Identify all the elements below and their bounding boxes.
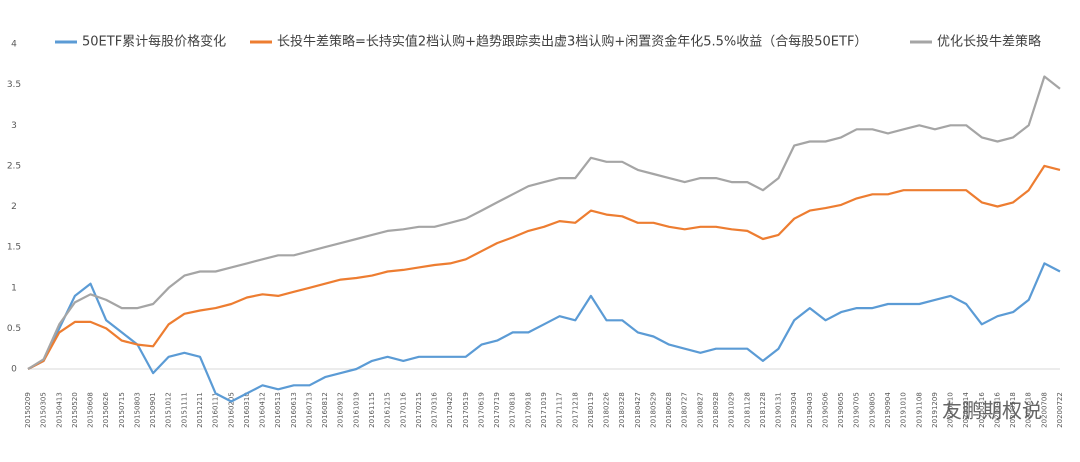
x-tick-label: 20150209 [24, 392, 32, 428]
x-tick-label: 20180427 [634, 392, 642, 428]
x-tick-label: 20200316 [978, 392, 986, 428]
x-tick-label: 20180328 [618, 392, 626, 428]
x-tick-label: 20150803 [133, 392, 141, 428]
x-tick-label: 20170215 [415, 392, 423, 428]
x-tick-label: 20150520 [71, 392, 79, 428]
y-tick-label: 0.5 [7, 324, 21, 334]
x-tick-label: 20200214 [962, 392, 970, 428]
series-line [27, 164, 1061, 370]
legend-label: 50ETF累计每股价格变化 [82, 34, 226, 50]
x-tick-label: 20191108 [915, 392, 923, 428]
x-tick-label: 20190805 [868, 392, 876, 428]
y-tick-label: 1.5 [7, 243, 21, 253]
x-tick-label: 20200618 [1025, 392, 1033, 428]
x-tick-label: 20190904 [884, 392, 892, 428]
x-tick-label: 20150626 [102, 392, 110, 428]
y-tick-label: 3.5 [7, 80, 21, 90]
x-tick-label: 20161215 [384, 392, 392, 428]
x-tick-label: 20170116 [399, 392, 407, 428]
x-tick-label: 20160412 [259, 392, 267, 428]
legend-label: 优化长投牛差策略 [937, 34, 1041, 50]
x-tick-label: 20161115 [368, 392, 376, 428]
x-tick-label: 20151211 [196, 392, 204, 428]
x-tick-label: 20171117 [556, 392, 564, 428]
x-tick-label: 20190403 [806, 392, 814, 428]
x-tick-label: 20190605 [837, 392, 845, 428]
x-tick-label: 20160205 [227, 392, 235, 428]
x-tick-label: 20170918 [524, 392, 532, 428]
x-tick-label: 20180827 [696, 392, 704, 428]
x-tick-label: 20171218 [571, 392, 579, 428]
x-tick-label: 20151012 [165, 392, 173, 428]
x-tick-label: 20150715 [118, 392, 126, 428]
legend-label: 长投牛差策略=长持实值2档认购+趋势跟踪卖出虚3档认购+闲置资金年化5.5%收益… [277, 34, 867, 50]
x-tick-label: 20170818 [509, 392, 517, 428]
x-tick-label: 20160613 [290, 392, 298, 428]
x-tick-label: 20200518 [1009, 392, 1017, 428]
x-tick-label: 20181128 [743, 392, 751, 428]
y-tick-label: 3 [11, 121, 17, 131]
x-tick-label: 20160812 [321, 392, 329, 428]
x-tick-label: 20170316 [431, 392, 439, 428]
x-tick-label: 20170420 [446, 392, 454, 428]
y-tick-label: 2.5 [7, 161, 21, 171]
x-tick-label: 20151111 [180, 392, 188, 428]
x-tick-label: 20180928 [712, 392, 720, 428]
x-tick-label: 20180119 [587, 392, 595, 428]
x-tick-label: 20180226 [603, 392, 611, 428]
x-tick-label: 20160513 [274, 392, 282, 428]
x-tick-label: 20191010 [900, 392, 908, 428]
x-tick-label: 20190705 [853, 392, 861, 428]
x-tick-label: 20181029 [728, 392, 736, 428]
x-tick-label: 20170719 [493, 392, 501, 428]
y-tick-label: 0 [11, 365, 17, 375]
x-tick-label: 20190131 [775, 392, 783, 428]
x-tick-label: 20150901 [149, 392, 157, 428]
x-tick-label: 20190506 [821, 392, 829, 428]
x-tick-label: 20170519 [462, 392, 470, 428]
x-tick-label: 20200708 [1040, 392, 1048, 428]
x-tick-label: 20150413 [55, 392, 63, 428]
x-tick-label: 20180529 [649, 392, 657, 428]
x-tick-label: 20160713 [305, 392, 313, 428]
x-tick-label: 20200110 [947, 392, 955, 428]
series-line [27, 262, 1061, 403]
y-tick-label: 2 [11, 202, 17, 212]
x-tick-label: 20150608 [87, 392, 95, 428]
x-tick-label: 20180628 [665, 392, 673, 428]
x-tick-label: 20160912 [337, 392, 345, 428]
x-tick-label: 20200416 [993, 392, 1001, 428]
x-tick-label: 20191209 [931, 392, 939, 428]
x-tick-label: 20171019 [540, 392, 548, 428]
x-tick-label: 20160111 [212, 392, 220, 428]
watermark: 友鹏期权说 [942, 399, 1042, 423]
x-tick-label: 20150305 [40, 392, 48, 428]
x-tick-label: 20170619 [477, 392, 485, 428]
x-tick-label: 20160310 [243, 392, 251, 428]
x-tick-label: 20181228 [759, 392, 767, 428]
series-line [27, 75, 1061, 370]
x-tick-label: 20190304 [790, 392, 798, 428]
x-tick-label: 20161019 [352, 392, 360, 428]
y-tick-label: 1 [11, 283, 17, 293]
y-tick-label: 4 [11, 40, 17, 50]
x-tick-label: 20200722 [1056, 392, 1064, 428]
x-tick-label: 20180727 [681, 392, 689, 428]
